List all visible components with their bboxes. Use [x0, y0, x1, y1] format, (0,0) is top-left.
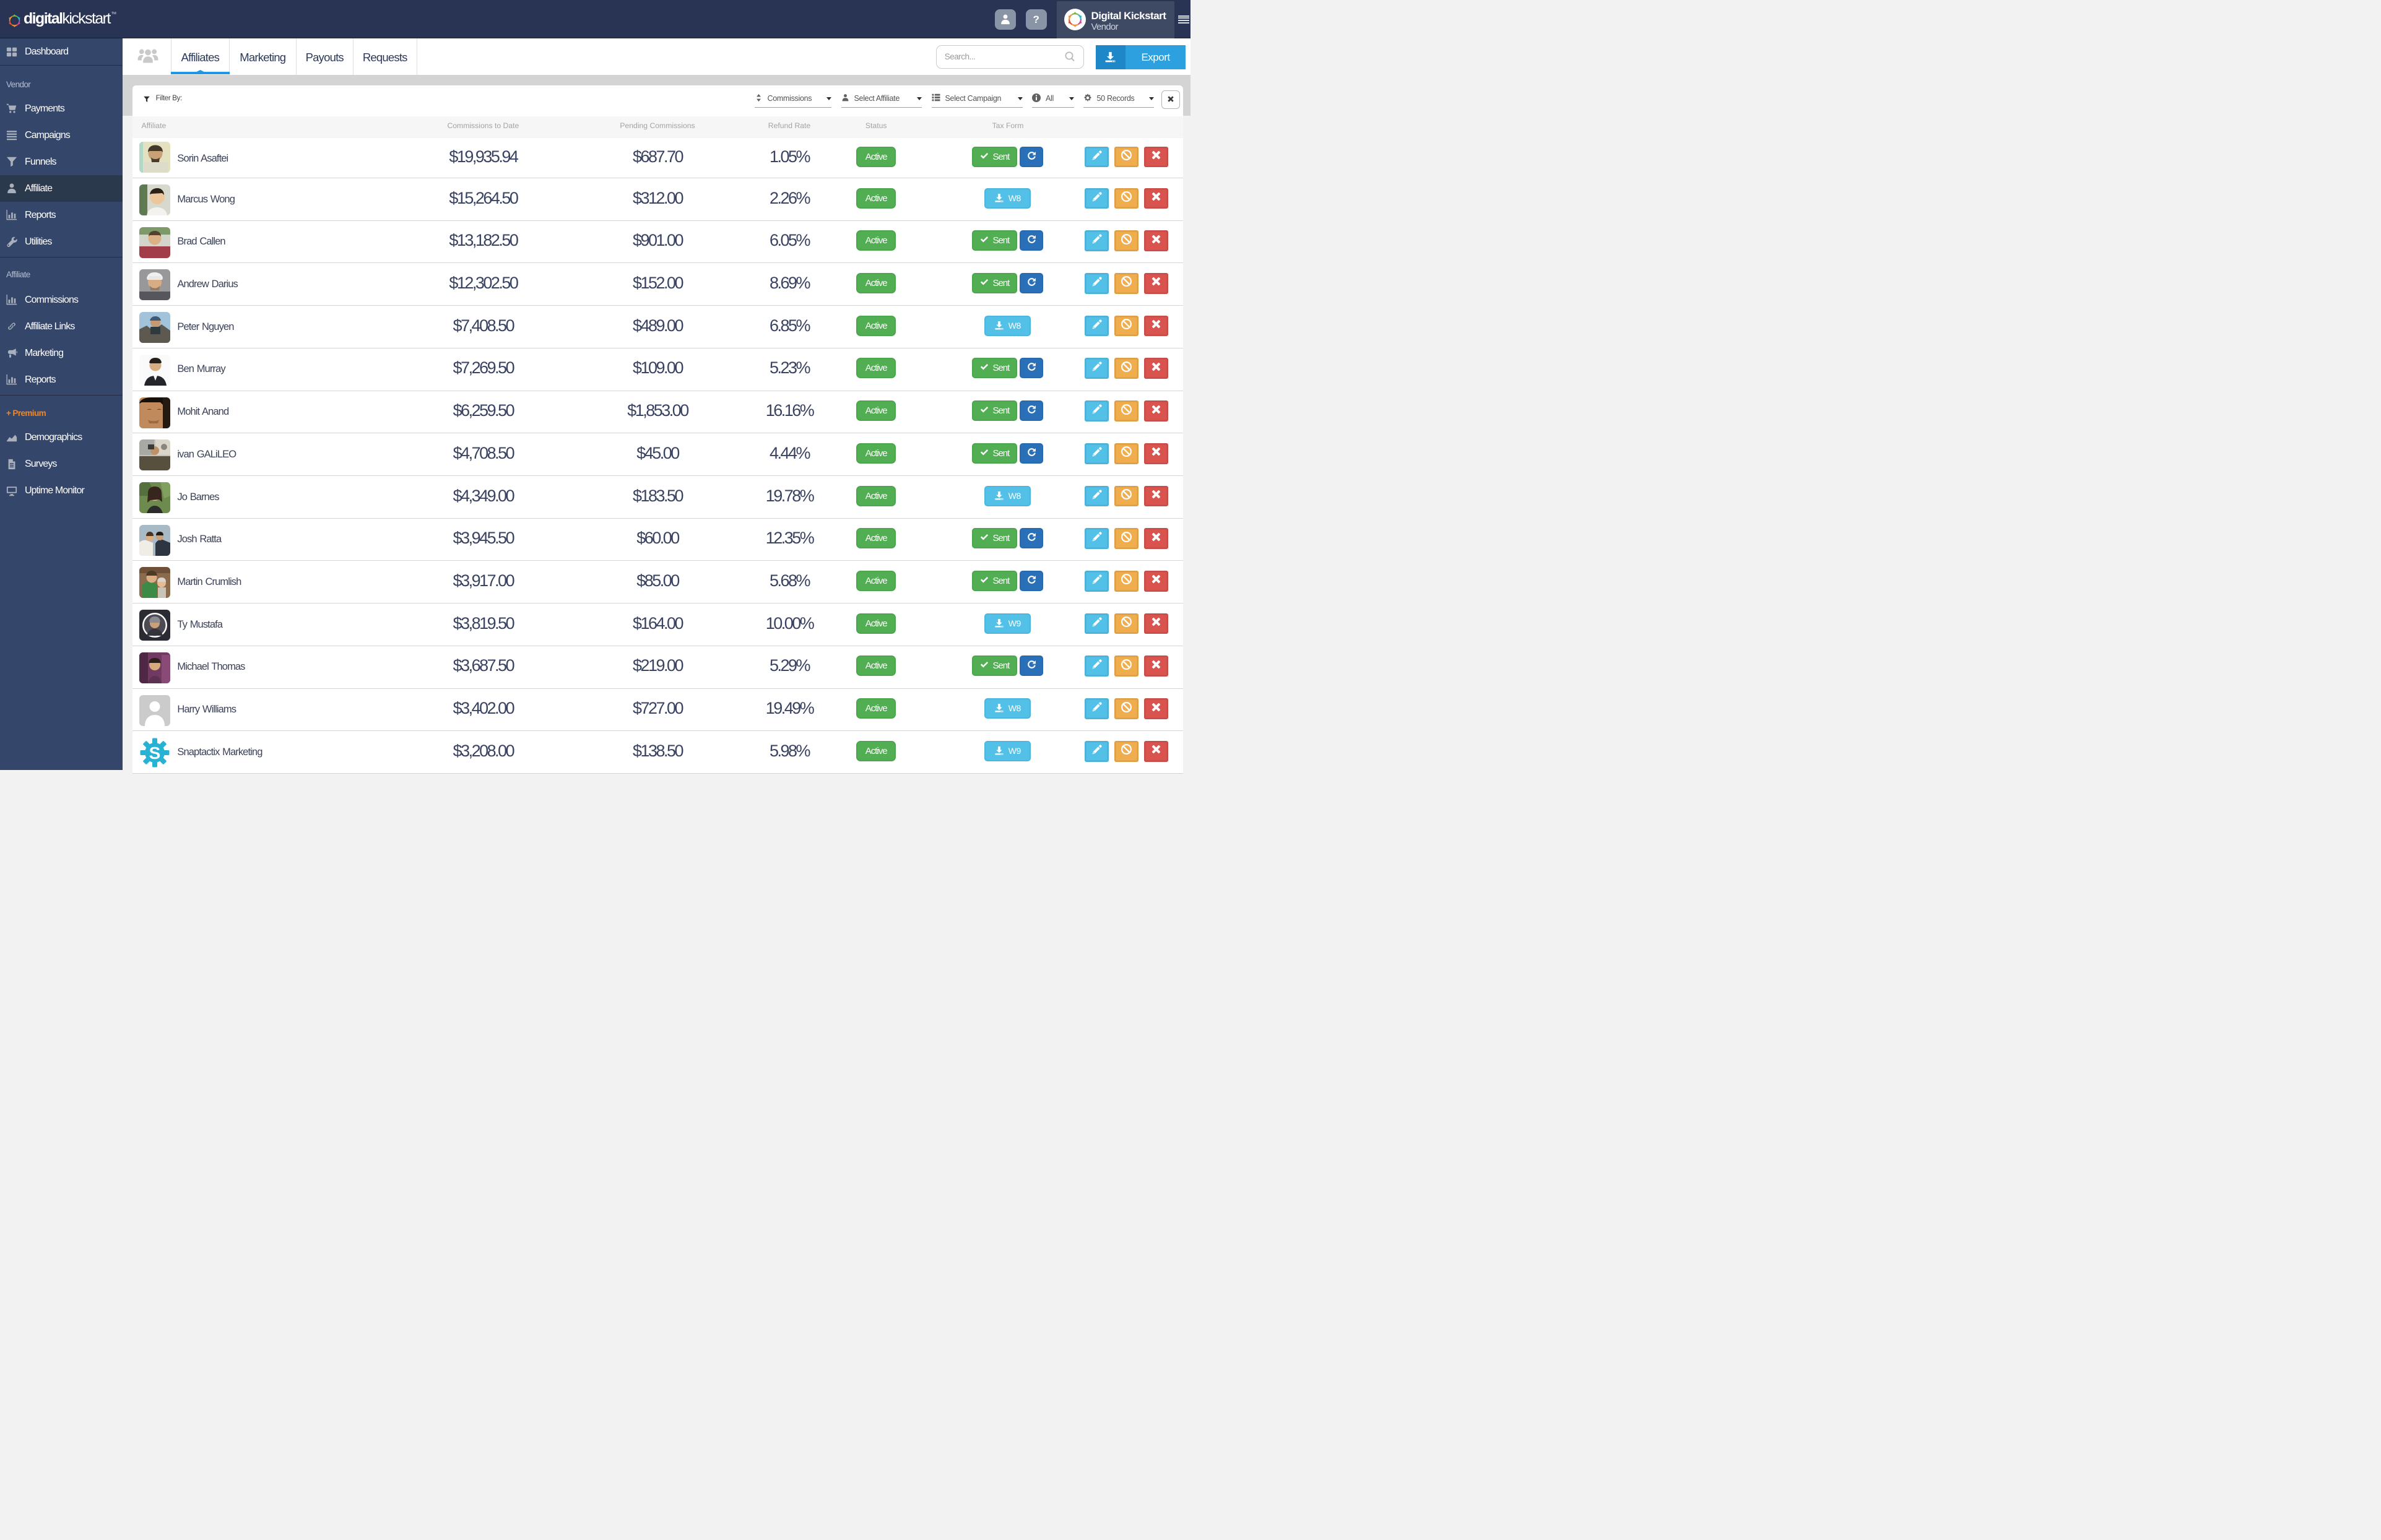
svg-text:S: S — [149, 743, 161, 763]
